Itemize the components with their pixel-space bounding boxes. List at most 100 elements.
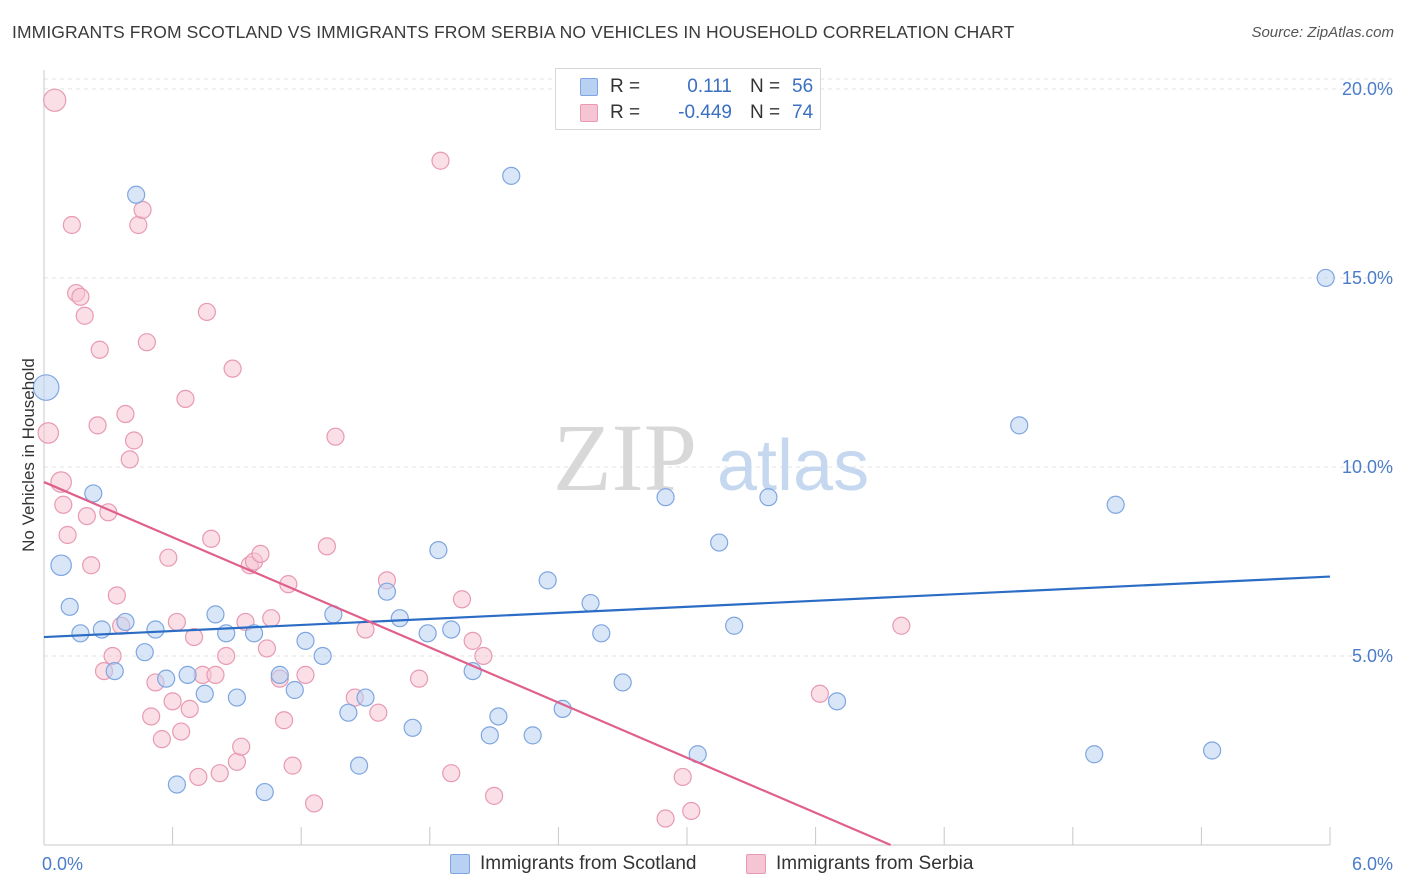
scotland-point (390, 609, 409, 628)
serbia-point (129, 215, 148, 235)
scotland-point (84, 484, 103, 503)
serbia-point (62, 215, 81, 235)
r-value: 0.111 (687, 76, 732, 97)
serbia-point (326, 427, 345, 446)
serbia-point (58, 525, 77, 545)
scotland-point (1203, 741, 1222, 760)
r-label: R = (610, 76, 641, 97)
serbia-point (189, 767, 208, 787)
serbia-point (217, 646, 236, 666)
scotland-legend-label: Immigrants from Scotland (480, 853, 697, 874)
serbia-point (232, 737, 251, 756)
serbia-point (442, 764, 461, 783)
axes (43, 70, 1331, 846)
scotland-point (50, 554, 72, 577)
serbia-point (77, 506, 96, 526)
serbia-legend-label: Immigrants from Serbia (776, 853, 974, 874)
serbia-point (172, 722, 191, 741)
serbia-point (88, 416, 107, 435)
serbia-point (463, 631, 482, 650)
scotland-point (429, 541, 448, 560)
legend-item-serbia[interactable]: Immigrants from Serbia (746, 851, 973, 877)
serbia-point (274, 711, 294, 730)
serbia-point (409, 669, 429, 688)
scotland-trend-line (43, 575, 1331, 639)
serbia-point (673, 767, 692, 787)
serbia-point (810, 684, 829, 703)
serbia-point (159, 548, 178, 567)
scotland-point (285, 680, 304, 700)
source-note: Source: ZipAtlas.com (1251, 24, 1394, 41)
scotland-point (127, 185, 146, 204)
scotland-point (195, 684, 214, 703)
scotland-points (32, 166, 1335, 802)
watermark-atlas: atlas (717, 426, 869, 506)
serbia-point (485, 786, 504, 805)
scotland-point (581, 593, 600, 613)
scotland-point (502, 166, 521, 185)
scotland-point (71, 624, 90, 643)
correlation-legend: R = 0.111 N = 56 R = -0.449 N = 74 (555, 68, 821, 130)
x-tick-label: 0.0% (42, 854, 83, 874)
scotland-point (157, 669, 176, 688)
serbia-point (142, 707, 161, 726)
serbia-point (682, 801, 701, 821)
serbia-points (37, 88, 911, 828)
serbia-point (90, 340, 109, 359)
x-tick-label: 6.0% (1352, 854, 1393, 874)
r-value: -0.449 (678, 102, 732, 123)
serbia-point (210, 764, 229, 783)
serbia-legend-swatch (746, 854, 766, 874)
serbia-point (317, 537, 337, 556)
serbia-point (283, 756, 302, 775)
scotland-point (116, 612, 135, 632)
serbia-point (206, 665, 225, 684)
serbia-point (251, 544, 270, 564)
scotland-point (759, 488, 778, 507)
n-value: 56 (792, 76, 814, 97)
scotland-point (403, 718, 422, 737)
scotland-point (827, 692, 847, 711)
serbia-point (167, 612, 186, 632)
chart-title: IMMIGRANTS FROM SCOTLAND VS IMMIGRANTS F… (12, 22, 1015, 42)
legend-row-scotland: R = 0.111 N = 56 (580, 75, 813, 99)
serbia-point (202, 529, 221, 548)
serbia-point (227, 752, 246, 771)
scotland-point (105, 661, 124, 681)
serbia-point (37, 422, 60, 444)
n-label: N = (750, 76, 781, 97)
scotland-point (270, 665, 289, 684)
scotland-legend-swatch (450, 854, 470, 874)
scotland-point (523, 726, 542, 745)
serbia-point (223, 359, 242, 378)
serbia-point (184, 627, 204, 647)
scotland-point (1010, 416, 1029, 435)
scotland-point (178, 665, 197, 684)
y-tick-label: 5.0% (1352, 646, 1393, 666)
scotland-point (377, 582, 397, 601)
scotland-point (135, 643, 154, 662)
serbia-trend-line (43, 481, 892, 847)
serbia-point (124, 431, 144, 450)
r-label: R = (610, 102, 641, 123)
serbia-point (152, 730, 171, 749)
scotland-point (1085, 745, 1104, 764)
y-tick-label: 15.0% (1342, 268, 1393, 288)
serbia-point (133, 200, 152, 219)
serbia-point (103, 646, 122, 666)
serbia-point (304, 794, 324, 813)
scotland-point (1316, 268, 1335, 288)
scotland-point (656, 488, 675, 507)
serbia-point (262, 609, 281, 628)
scotland-point (489, 707, 508, 726)
scotland-point (356, 688, 375, 707)
serbia-point (369, 703, 388, 722)
scotland-point (227, 688, 246, 707)
serbia-point (176, 389, 195, 409)
serbia-point (892, 616, 911, 635)
scotland-point (1106, 495, 1125, 514)
n-value: 74 (792, 102, 814, 123)
legend-row-serbia: R = -0.449 N = 74 (580, 101, 813, 125)
legend-item-scotland[interactable]: Immigrants from Scotland (450, 851, 696, 877)
